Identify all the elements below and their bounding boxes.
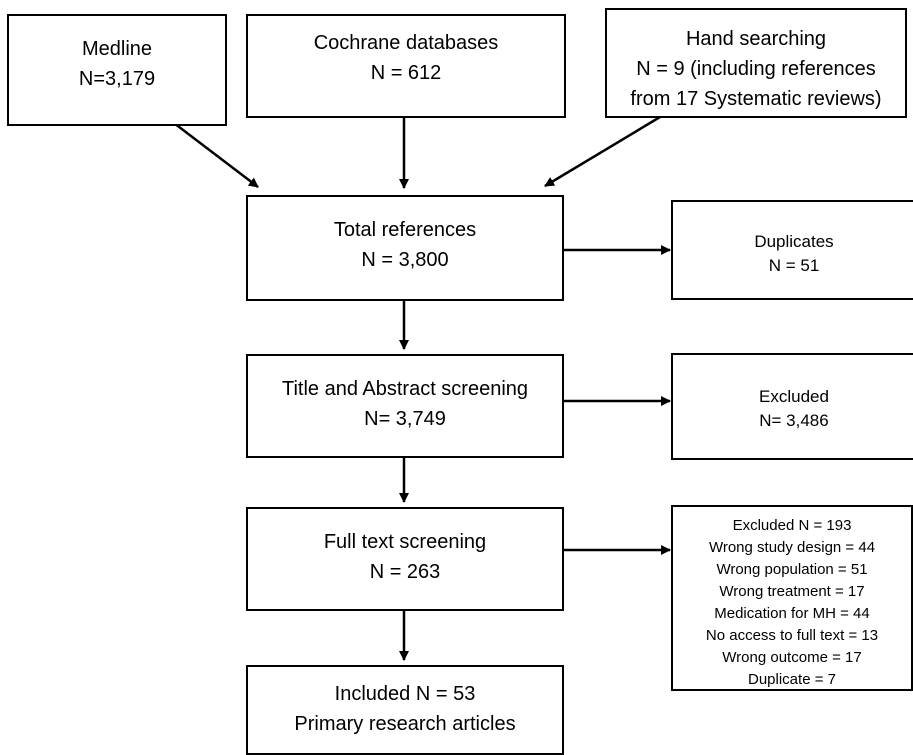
duplicates-title: Duplicates <box>754 232 834 251</box>
excluded-1-title: Excluded <box>759 387 829 406</box>
total-references-count: N = 3,800 <box>361 249 449 271</box>
excluded-2-line: No access to full text = 13 <box>705 627 879 644</box>
full-text-screening-box: Full text screening N = 263 <box>246 507 564 611</box>
medline-box: Medline N=3,179 <box>7 14 227 126</box>
included-count: Included N = 53 <box>334 683 476 705</box>
duplicates-count: N = 51 <box>768 256 820 275</box>
cochrane-count: N = 612 <box>370 62 442 84</box>
excluded-2-line: Medication for MH = 44 <box>714 605 870 622</box>
medline-count: N=3,179 <box>78 68 156 90</box>
hand-searching-box: Hand searching N = 9 (including referenc… <box>605 8 907 118</box>
excluded-2-line: Wrong outcome = 17 <box>722 649 862 666</box>
cochrane-box: Cochrane databases N = 612 <box>246 14 566 118</box>
arrow-hand-to-total <box>544 115 661 188</box>
arrow-medline-to-total <box>165 116 259 188</box>
title-abstract-screening-box: Title and Abstract screening N= 3,749 <box>246 354 564 458</box>
hand-searching-title: Hand searching <box>685 28 827 50</box>
hand-searching-count: N = 9 (including references <box>636 58 876 80</box>
excluded-2-line: Wrong population = 51 <box>716 561 868 578</box>
excluded-1-count: N= 3,486 <box>759 411 829 430</box>
total-references-title: Total references <box>333 219 477 241</box>
duplicates-box: Duplicates N = 51 <box>671 200 913 300</box>
excluded-box-1: Excluded N= 3,486 <box>671 353 913 460</box>
cochrane-title: Cochrane databases <box>313 32 499 54</box>
included-description: Primary research articles <box>294 713 516 735</box>
title-abstract-screening-title: Title and Abstract screening <box>281 378 529 400</box>
excluded-box-2: Excluded N = 193 Wrong study design = 44… <box>671 505 913 691</box>
excluded-2-line: Duplicate = 7 <box>748 671 836 688</box>
title-abstract-screening-count: N= 3,749 <box>364 408 446 430</box>
medline-title: Medline <box>81 38 153 60</box>
full-text-screening-title: Full text screening <box>323 531 487 553</box>
included-box: Included N = 53 Primary research article… <box>246 665 564 755</box>
excluded-2-line: Wrong study design = 44 <box>708 539 876 556</box>
excluded-2-line: Excluded N = 193 <box>732 517 852 534</box>
hand-searching-note: from 17 Systematic reviews) <box>630 88 882 110</box>
full-text-screening-count: N = 263 <box>369 561 441 583</box>
excluded-2-line: Wrong treatment = 17 <box>719 583 865 600</box>
total-references-box: Total references N = 3,800 <box>246 195 564 301</box>
